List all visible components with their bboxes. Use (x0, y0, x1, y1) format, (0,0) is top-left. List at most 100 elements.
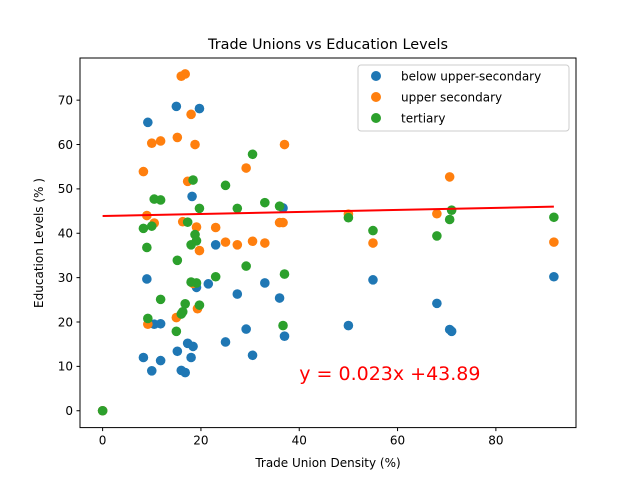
data-point-series-2 (138, 223, 149, 234)
data-point-series-0 (187, 191, 197, 202)
y-tick-label: 30 (58, 271, 73, 285)
data-point-series-0 (186, 352, 196, 363)
data-point-series-0 (188, 341, 198, 352)
x-tick-label: 40 (292, 434, 307, 448)
data-point-series-0 (155, 355, 166, 366)
data-point-series-2 (188, 175, 198, 185)
data-point-series-1 (279, 139, 290, 150)
data-point-series-1 (247, 236, 258, 247)
x-tick-label: 60 (390, 434, 405, 448)
data-point-series-0 (172, 346, 183, 357)
data-point-series-2 (278, 320, 288, 331)
y-tick-label: 0 (65, 404, 73, 418)
legend-marker-upper-secondary (371, 92, 381, 102)
data-point-series-2 (194, 300, 205, 310)
data-point-series-1 (186, 109, 196, 120)
data-point-series-1 (549, 237, 559, 247)
y-tick-label: 70 (58, 93, 73, 107)
data-point-series-0 (171, 101, 182, 112)
data-point-series-2 (142, 242, 152, 253)
y-tick-label: 40 (58, 227, 73, 241)
data-point-series-2 (279, 269, 290, 279)
data-point-series-2 (549, 212, 559, 223)
data-point-series-0 (142, 274, 152, 284)
data-point-series-1 (180, 69, 190, 79)
data-point-series-1 (146, 138, 157, 148)
data-point-series-1 (368, 238, 378, 248)
trendline-group: y = 0.023x +43.89 (102, 205, 554, 385)
data-point-series-0 (279, 331, 290, 341)
data-point-series-2 (191, 236, 202, 246)
data-point-series-2 (343, 212, 354, 223)
data-point-series-0 (138, 352, 149, 363)
data-point-series-2 (180, 299, 190, 309)
data-point-series-0 (368, 275, 378, 285)
data-point-series-1 (278, 217, 288, 228)
data-point-series-2 (210, 271, 221, 282)
x-tick-label: 20 (193, 434, 208, 448)
data-point-series-2 (444, 214, 455, 225)
y-tick-label: 60 (58, 138, 73, 152)
data-point-series-1 (432, 208, 442, 219)
data-point-series-0 (220, 337, 231, 347)
data-point-series-2 (368, 225, 378, 236)
data-point-series-0 (232, 289, 243, 299)
data-point-series-2 (446, 205, 457, 215)
data-point-series-0 (549, 271, 559, 282)
data-point-series-2 (182, 217, 193, 227)
data-point-series-1 (155, 136, 166, 146)
data-point-series-2 (177, 306, 188, 317)
data-point-series-0 (343, 320, 354, 331)
data-point-series-2 (260, 197, 270, 208)
data-point-series-0 (247, 350, 258, 361)
x-axis-label: Trade Union Density (%) (254, 456, 400, 470)
data-point-series-2 (171, 326, 182, 337)
data-point-series-1 (138, 166, 149, 177)
y-axis-ticks: 0 10 20 30 40 50 60 70 (58, 93, 80, 418)
data-point-series-2 (191, 278, 202, 288)
data-point-series-0 (260, 278, 270, 288)
y-tick-label: 10 (58, 360, 73, 374)
legend-marker-tertiary (371, 113, 381, 123)
data-point-series-0 (241, 324, 251, 334)
data-point-series-1 (191, 222, 202, 232)
data-point-series-2 (432, 231, 442, 241)
y-axis-label: Education Levels (% ) (32, 178, 46, 308)
data-point-series-2 (232, 203, 243, 214)
data-point-series-1 (241, 163, 251, 173)
data-point-series-1 (220, 237, 231, 247)
trendline-equation: y = 0.023x +43.89 (299, 363, 480, 385)
data-point-series-2 (220, 180, 231, 191)
data-point-series-1 (210, 222, 221, 233)
data-point-series-0 (146, 366, 157, 376)
data-point-series-0 (180, 367, 190, 378)
legend-marker-below-upper-secondary (371, 71, 381, 81)
data-point-series-2 (155, 294, 166, 305)
y-tick-label: 20 (58, 315, 73, 329)
data-point-series-2 (241, 261, 251, 271)
data-point-series-0 (194, 103, 205, 114)
data-points (97, 69, 559, 416)
data-point-series-0 (432, 298, 442, 309)
legend-label-tertiary: tertiary (401, 112, 445, 126)
data-point-series-2 (155, 195, 166, 205)
chart-title: Trade Unions vs Education Levels (207, 37, 448, 53)
data-point-series-2 (274, 201, 285, 211)
legend-label-upper-secondary: upper secondary (401, 91, 502, 105)
data-point-series-1 (172, 132, 183, 143)
data-point-series-2 (146, 221, 157, 231)
trendline (102, 205, 554, 218)
data-point-series-2 (194, 203, 205, 214)
data-point-series-0 (446, 326, 457, 337)
data-point-series-0 (274, 293, 285, 303)
legend-box (357, 64, 570, 132)
data-point-series-2 (247, 149, 258, 160)
data-point-series-2 (97, 405, 108, 416)
x-axis-ticks: 0 20 40 60 80 (99, 427, 504, 448)
data-point-series-1 (260, 238, 270, 248)
data-point-series-1 (194, 245, 205, 256)
data-point-series-0 (210, 239, 221, 250)
data-point-series-0 (143, 117, 153, 128)
data-point-series-1 (232, 239, 243, 250)
